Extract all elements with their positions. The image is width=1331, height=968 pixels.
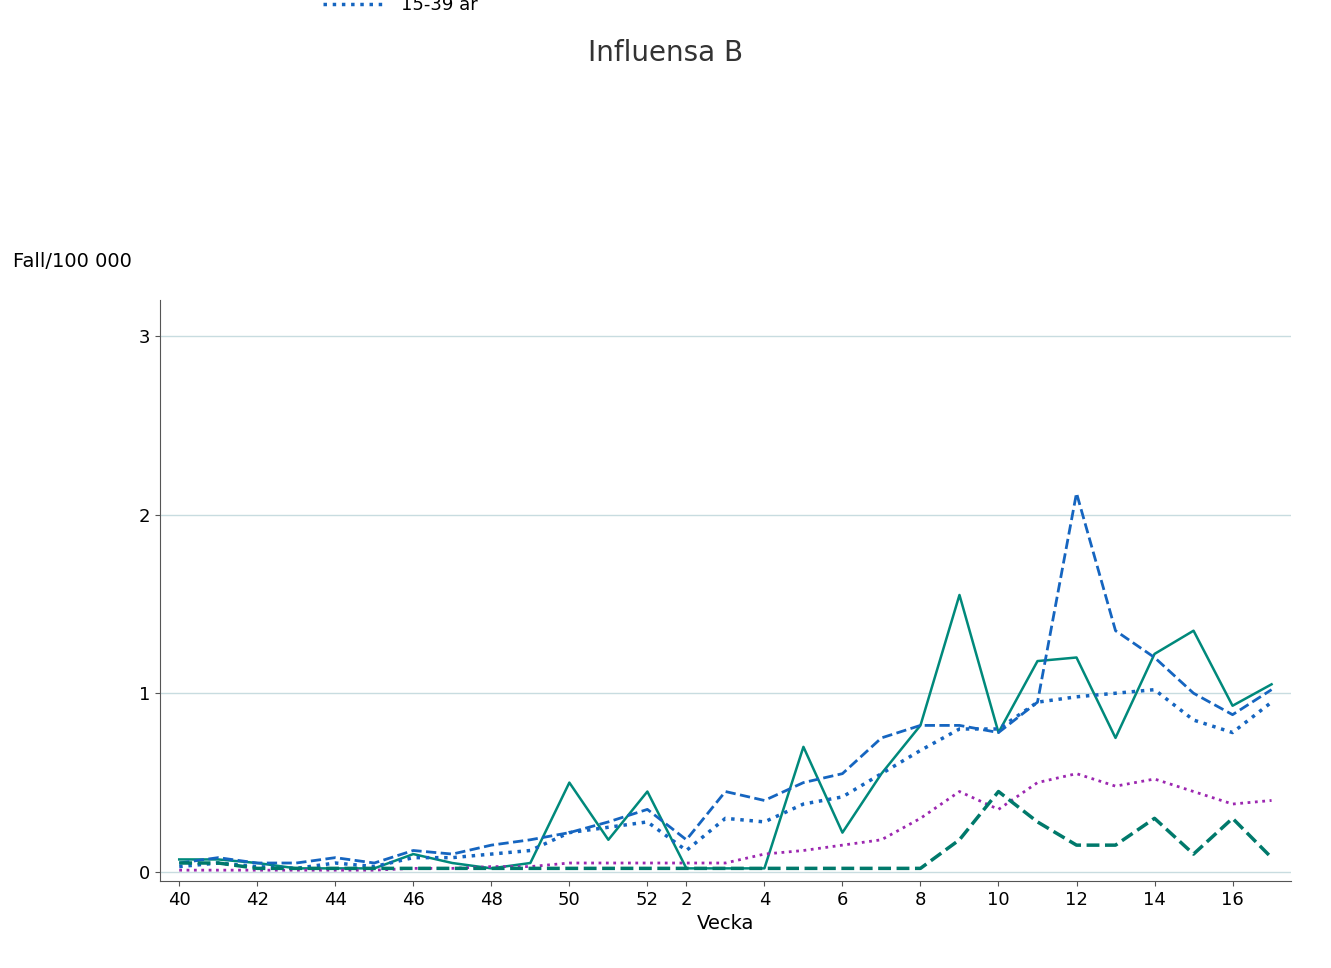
X-axis label: Vecka: Vecka (696, 914, 755, 933)
Text: Fall/100 000: Fall/100 000 (13, 252, 132, 271)
Text: Influensa B: Influensa B (588, 39, 743, 67)
Legend: 0-4 år, 5-14 år, 15-39 år, 40-64 år, 65 år+, : 0-4 år, 5-14 år, 15-39 år, 40-64 år, 65 … (315, 0, 684, 21)
